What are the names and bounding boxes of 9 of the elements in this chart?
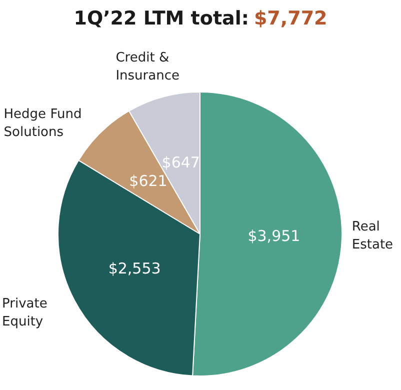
data-label: $2,553 — [108, 260, 161, 278]
data-label: $621 — [129, 172, 168, 190]
chart-subtitle: $7,772 — [254, 8, 328, 30]
slice-label: Real Estate — [352, 219, 394, 252]
slice-label: Credit & Insurance — [116, 50, 180, 84]
slice-label: Hedge Fund Solutions — [4, 106, 86, 140]
slice-label: Private Equity — [2, 296, 52, 330]
chart-title: 1Q’22 LTM total: — [74, 8, 249, 30]
data-label: $3,951 — [248, 226, 300, 245]
